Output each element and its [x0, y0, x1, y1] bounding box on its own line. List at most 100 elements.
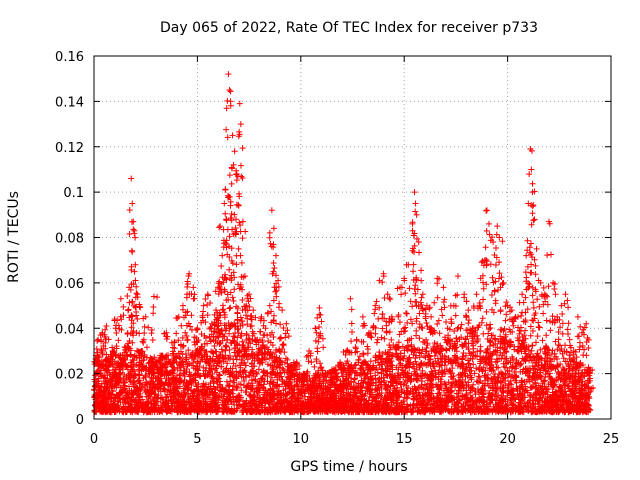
data-point: [498, 392, 505, 399]
data-point: [537, 346, 544, 353]
data-point: [331, 387, 338, 394]
data-point: [223, 343, 230, 350]
data-point: [225, 382, 232, 389]
data-point: [281, 359, 288, 366]
data-point: [413, 396, 420, 403]
data-point: [378, 383, 385, 390]
data-point: [543, 344, 550, 351]
data-point: [235, 402, 242, 409]
data-point: [525, 347, 532, 354]
data-point: [110, 387, 117, 394]
data-point: [416, 383, 423, 390]
data-point: [228, 370, 235, 377]
data-point: [188, 351, 195, 358]
data-point: [136, 372, 143, 379]
data-point: [388, 361, 395, 368]
data-point: [405, 359, 412, 366]
data-point: [463, 344, 470, 351]
data-point: [528, 376, 535, 383]
data-point: [487, 338, 494, 345]
data-point: [255, 366, 262, 373]
data-point: [542, 355, 549, 362]
data-point: [372, 352, 379, 359]
data-point: [354, 369, 361, 376]
data-point: [270, 379, 277, 386]
data-point: [245, 344, 252, 351]
data-point: [413, 352, 420, 359]
data-point: [488, 356, 495, 363]
data-point: [416, 392, 423, 399]
data-point: [280, 387, 287, 394]
data-point: [238, 387, 245, 394]
data-point: [149, 369, 156, 376]
data-point: [376, 379, 383, 386]
data-point: [468, 367, 475, 374]
data-point: [434, 340, 441, 347]
data-point: [389, 390, 396, 397]
data-point: [422, 354, 429, 361]
data-point: [130, 357, 137, 364]
data-point: [241, 377, 248, 384]
data-point: [279, 365, 286, 372]
data-point: [476, 364, 483, 371]
data-point: [234, 334, 241, 341]
data-point: [157, 388, 164, 395]
data-point: [466, 350, 473, 357]
data-point: [308, 394, 315, 401]
data-point: [135, 366, 142, 373]
data-point: [163, 406, 170, 413]
data-point: [457, 396, 464, 403]
data-point: [257, 375, 264, 382]
data-point: [176, 354, 183, 361]
data-point: [348, 368, 355, 375]
data-point: [421, 381, 428, 388]
data-point: [124, 353, 131, 360]
data-point: [565, 382, 572, 389]
data-point: [510, 401, 517, 408]
data-point: [545, 365, 552, 372]
data-point: [405, 355, 412, 362]
data-point: [428, 405, 435, 412]
data-point: [242, 373, 249, 380]
data-point: [470, 337, 477, 344]
data-point: [404, 373, 411, 380]
chart-title: Day 065 of 2022, Rate Of TEC Index for r…: [160, 20, 538, 36]
data-point: [416, 364, 423, 371]
data-point: [247, 398, 254, 405]
data-point: [107, 391, 114, 398]
data-point: [234, 352, 241, 359]
data-point: [147, 400, 154, 407]
data-point: [541, 364, 548, 371]
data-point: [536, 397, 543, 404]
data-point: [143, 379, 150, 386]
data-point: [434, 345, 441, 352]
data-point: [543, 398, 550, 405]
data-point: [276, 355, 283, 362]
data-point: [274, 388, 281, 395]
data-point: [263, 369, 270, 376]
data-point: [235, 348, 242, 355]
data-point: [475, 373, 482, 380]
data-point: [550, 380, 557, 387]
data-point: [451, 403, 458, 410]
data-point: [388, 352, 395, 359]
data-point: [351, 375, 358, 382]
data-point: [131, 352, 138, 359]
data-point: [333, 375, 340, 382]
data-point: [253, 369, 260, 376]
data-point: [427, 356, 434, 363]
data-point: [234, 317, 241, 324]
data-point: [215, 334, 222, 341]
data-point: [152, 375, 159, 382]
data-point: [229, 322, 236, 329]
data-point: [544, 361, 551, 368]
data-points: [91, 71, 597, 416]
data-point: [471, 370, 478, 377]
data-point: [226, 330, 233, 337]
data-point: [562, 388, 569, 395]
data-point: [251, 389, 258, 396]
data-point: [383, 371, 390, 378]
data-point: [207, 338, 214, 345]
data-point: [513, 386, 520, 393]
